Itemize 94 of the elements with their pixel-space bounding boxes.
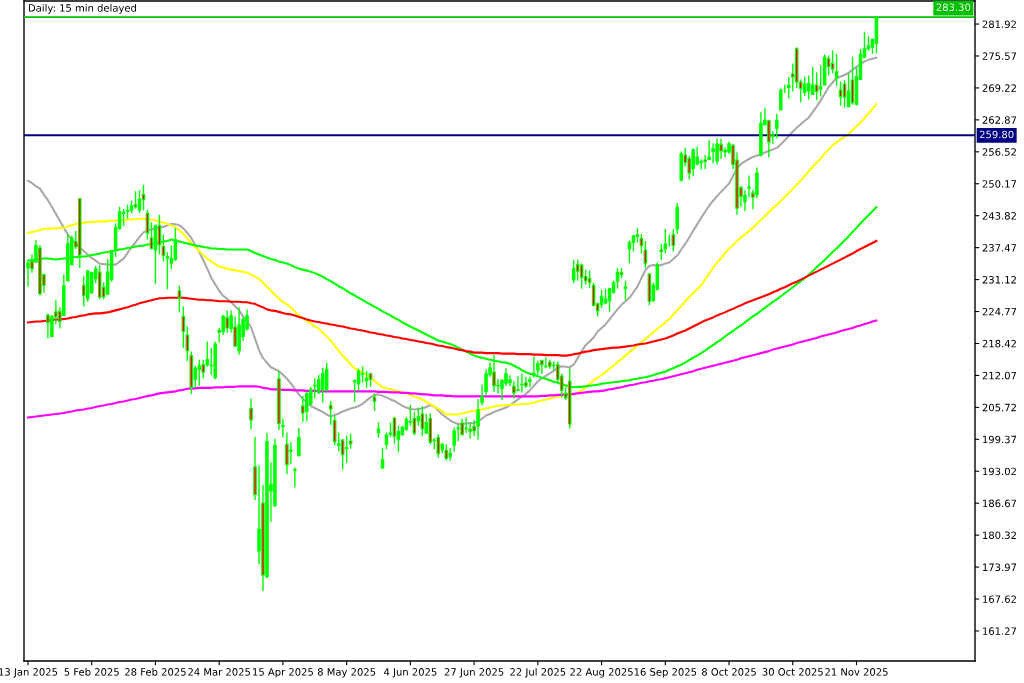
candlestick — [289, 441, 293, 466]
x-tick-label: 8 May 2025 — [317, 668, 376, 678]
y-tick-label: 218.42 — [982, 339, 1016, 348]
candlestick — [532, 355, 536, 379]
candlestick — [468, 422, 472, 440]
candlestick — [285, 431, 289, 476]
y-tick-label: 161.27 — [983, 627, 1017, 635]
x-tick-label: 15 Apr 2025 — [253, 668, 313, 678]
candlestick — [524, 376, 528, 389]
candlestick — [715, 137, 719, 166]
candlestick — [643, 240, 648, 269]
candlestick — [540, 358, 544, 375]
candlestick — [775, 112, 779, 140]
candlestick — [165, 251, 170, 290]
y-tick-label: 243.82 — [982, 212, 1016, 220]
x-tick-label: 28 Feb 2025 — [125, 667, 186, 676]
chart-title: Daily: 15 min delayed — [28, 4, 136, 14]
candlestick — [46, 312, 50, 340]
candlestick — [802, 75, 807, 97]
x-tick-label: 5 Feb 2025 — [64, 667, 119, 676]
candlestick — [842, 79, 847, 109]
x-tick-label: 22 Aug 2025 — [570, 668, 633, 678]
candlestick — [623, 280, 628, 302]
candlestick — [528, 376, 532, 389]
x-tick-label: 24 Mar 2025 — [188, 668, 251, 676]
candlestick — [249, 397, 253, 431]
x-tick-label: 27 Jun 2025 — [444, 668, 504, 678]
x-tick-label: 16 Sep 2025 — [634, 668, 697, 678]
candlestick — [452, 426, 456, 453]
candlestick — [699, 158, 703, 171]
y-tick-label: 231.12 — [982, 275, 1016, 284]
candlestick — [627, 239, 632, 264]
ref-line-label: 259.80 — [979, 130, 1014, 139]
y-tick-label: 173.97 — [983, 563, 1017, 572]
y-tick-label: 256.52 — [982, 148, 1016, 156]
candlestick — [324, 361, 329, 393]
y-tick-label: 224.77 — [982, 307, 1017, 316]
y-tick-label: 250.17 — [982, 180, 1017, 188]
candlestick — [838, 80, 843, 107]
line-series — [26, 239, 878, 357]
x-tick-label: 8 Oct 2025 — [701, 668, 756, 676]
candlestick — [579, 262, 584, 290]
y-tick-label: 275.57 — [982, 52, 1017, 60]
candlestick — [344, 434, 349, 464]
candlestick — [767, 119, 771, 159]
candlestick — [328, 400, 333, 426]
candlestick — [181, 305, 186, 349]
y-tick-label: 199.37 — [983, 435, 1017, 444]
candlestick — [711, 142, 715, 165]
y-tick-label: 212.07 — [982, 371, 1017, 380]
candlestick — [830, 49, 835, 75]
candlestick — [293, 466, 297, 489]
candlestick — [703, 154, 707, 170]
x-tick-label: 30 Oct 2025 — [762, 668, 823, 676]
y-tick-label: 167.62 — [983, 595, 1016, 603]
ref-line-label: 283.30 — [936, 3, 971, 11]
candlestick — [476, 398, 480, 441]
x-tick-label: 21 Nov 2025 — [825, 668, 888, 676]
candlestick — [320, 367, 325, 404]
candlestick — [297, 427, 301, 457]
x-tick-label: 22 Jul 2025 — [510, 667, 566, 678]
x-tick-label: 4 Jun 2025 — [383, 668, 437, 678]
candlestick — [516, 375, 520, 393]
y-tick-label: 262.87 — [982, 116, 1017, 124]
candlestick — [305, 391, 309, 423]
line-series — [26, 319, 878, 419]
candlestick — [719, 138, 723, 160]
candlestick — [747, 174, 751, 198]
candlestick — [420, 405, 425, 437]
candlestick — [392, 416, 397, 445]
candlestick — [197, 358, 202, 387]
candlestick — [340, 438, 345, 471]
candlestick — [571, 259, 576, 284]
candlestick — [818, 64, 823, 98]
candlestick — [834, 53, 839, 87]
x-tick-label: 13 Jan 2025 — [0, 668, 58, 678]
candlestick — [301, 395, 305, 423]
candlestick — [428, 412, 433, 445]
y-tick-label: 269.22 — [982, 84, 1016, 92]
y-tick-label: 205.72 — [982, 403, 1016, 412]
y-tick-label: 193.02 — [983, 467, 1016, 476]
candlestick — [810, 66, 815, 96]
y-tick-label: 237.47 — [982, 244, 1017, 252]
candlestick — [149, 221, 154, 251]
candlestick — [520, 373, 524, 394]
candlestick — [141, 183, 146, 211]
y-tick-label: 180.32 — [983, 531, 1016, 540]
candlestick — [157, 214, 162, 256]
candlestick — [575, 258, 580, 282]
candlestick — [615, 267, 620, 290]
candlestick — [691, 147, 695, 177]
candlestick — [225, 309, 229, 334]
y-tick-label: 281.92 — [982, 20, 1016, 28]
y-tick-label: 186.67 — [983, 499, 1017, 508]
